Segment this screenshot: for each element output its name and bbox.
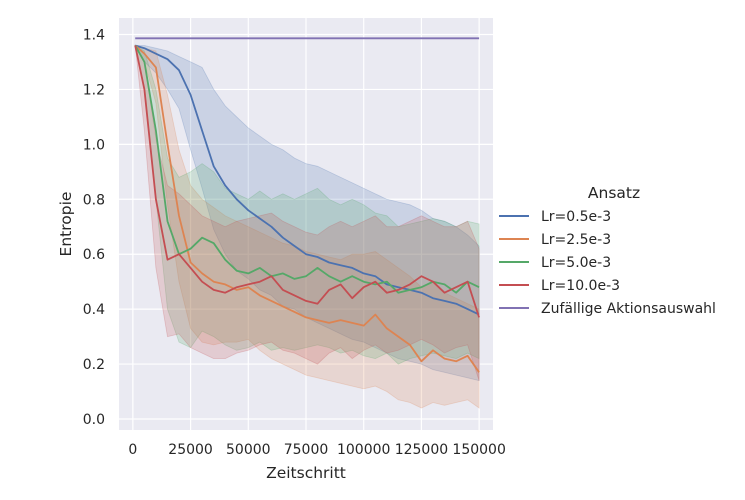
- y-tick-labels: 0.0 0.2 0.4 0.6 0.8 1.0 1.2 1.4: [83, 27, 105, 428]
- y-tick-label: 1.4: [83, 27, 105, 43]
- line-lr-2-5e-3: [134, 44, 480, 373]
- line-lr-5-0e-3: [134, 45, 480, 294]
- x-axis-label: Zeitschritt: [266, 464, 346, 482]
- line-lr-10-0e-3: [134, 45, 480, 318]
- y-tick-label: 1.2: [83, 82, 105, 98]
- y-tick-label: 0.8: [83, 192, 105, 208]
- x-tick-label: 25000: [168, 442, 213, 458]
- x-tick-label: 100000: [337, 442, 390, 458]
- y-tick-label: 1.0: [83, 137, 105, 153]
- x-tick-label: 50000: [226, 442, 271, 458]
- y-tick-label: 0.2: [83, 357, 105, 373]
- legend-title: Ansatz: [588, 184, 640, 202]
- series-lines: [134, 37, 480, 373]
- legend: Ansatz Lr=0.5e-3 Lr=2.5e-3 Lr=5.0e-3 Lr=10.…: [499, 184, 716, 317]
- band-lr-0-5e-3: [134, 45, 480, 382]
- y-axis-label: Entropie: [57, 192, 75, 257]
- legend-label-lr-5-0e-3: Lr=5.0e-3: [541, 255, 611, 271]
- confidence-bands: [134, 44, 480, 409]
- line-lr-0-5e-3: [134, 44, 480, 316]
- legend-label-lr-0-5e-3: Lr=0.5e-3: [541, 209, 611, 225]
- x-tick-label: 0: [128, 442, 137, 458]
- legend-label-lr-2-5e-3: Lr=2.5e-3: [541, 232, 611, 248]
- legend-label-zuf-llige-aktionsauswahl: Zufällige Aktionsauswahl: [541, 301, 716, 317]
- x-tick-label: 75000: [284, 442, 329, 458]
- x-tick-label: 150000: [452, 442, 505, 458]
- band-lr-2-5e-3: [134, 44, 480, 409]
- x-tick-label: 125000: [395, 442, 448, 458]
- x-tick-labels: 0 25000 50000 75000 100000 125000 150000: [128, 442, 505, 458]
- y-tick-label: 0.6: [83, 247, 105, 263]
- band-lr-5-0e-3: [134, 44, 480, 365]
- legend-label-lr-10-0e-3: Lr=10.0e-3: [541, 278, 620, 294]
- y-tick-label: 0.4: [83, 302, 105, 318]
- y-tick-label: 0.0: [83, 412, 105, 428]
